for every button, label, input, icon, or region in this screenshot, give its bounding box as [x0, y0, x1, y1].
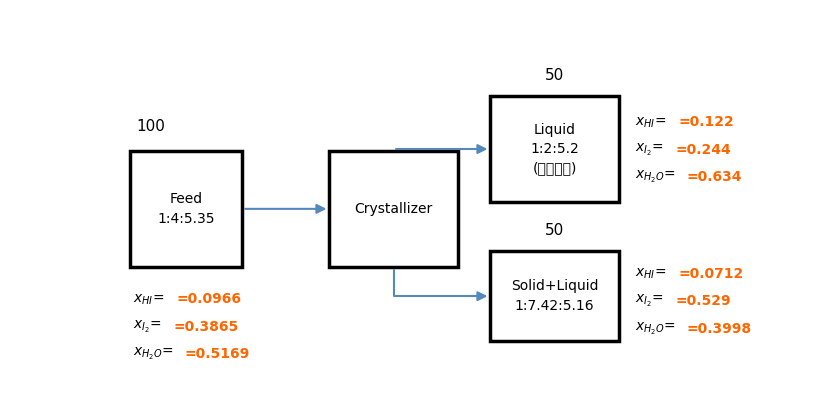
Text: 100: 100: [136, 119, 165, 134]
Text: =0.0712: =0.0712: [679, 267, 745, 281]
Text: $x_{I_2}$=: $x_{I_2}$=: [635, 142, 664, 158]
Text: 50: 50: [545, 223, 564, 238]
Text: =0.529: =0.529: [676, 294, 731, 308]
Text: =0.3865: =0.3865: [174, 320, 238, 334]
Text: Solid+Liquid
1:7.42:5.16: Solid+Liquid 1:7.42:5.16: [511, 279, 598, 313]
FancyBboxPatch shape: [490, 251, 619, 341]
Text: Liquid
1:2:5.2
(개락조성): Liquid 1:2:5.2 (개락조성): [530, 123, 579, 176]
Text: $x_{I_2}$=: $x_{I_2}$=: [635, 293, 664, 309]
FancyBboxPatch shape: [329, 151, 458, 267]
Text: $x_{H_2O}$=: $x_{H_2O}$=: [635, 169, 676, 185]
Text: =0.5169: =0.5169: [184, 347, 249, 361]
FancyBboxPatch shape: [490, 96, 619, 202]
Text: =0.122: =0.122: [679, 116, 735, 129]
Text: $x_{I_2}$=: $x_{I_2}$=: [133, 319, 161, 335]
Text: $x_{HI}$=: $x_{HI}$=: [133, 292, 164, 307]
Text: Feed
1:4:5.35: Feed 1:4:5.35: [157, 192, 214, 226]
Text: $x_{HI}$=: $x_{HI}$=: [635, 266, 666, 281]
Text: $x_{HI}$=: $x_{HI}$=: [635, 115, 666, 129]
Text: =0.0966: =0.0966: [177, 292, 242, 307]
FancyBboxPatch shape: [130, 151, 243, 267]
Text: $x_{H_2O}$=: $x_{H_2O}$=: [635, 320, 676, 336]
Text: =0.3998: =0.3998: [686, 322, 752, 336]
Text: $x_{H_2O}$=: $x_{H_2O}$=: [133, 346, 174, 362]
Text: =0.244: =0.244: [676, 143, 731, 157]
Text: 50: 50: [545, 68, 564, 83]
Text: Crystallizer: Crystallizer: [355, 202, 433, 216]
Text: =0.634: =0.634: [686, 171, 742, 184]
